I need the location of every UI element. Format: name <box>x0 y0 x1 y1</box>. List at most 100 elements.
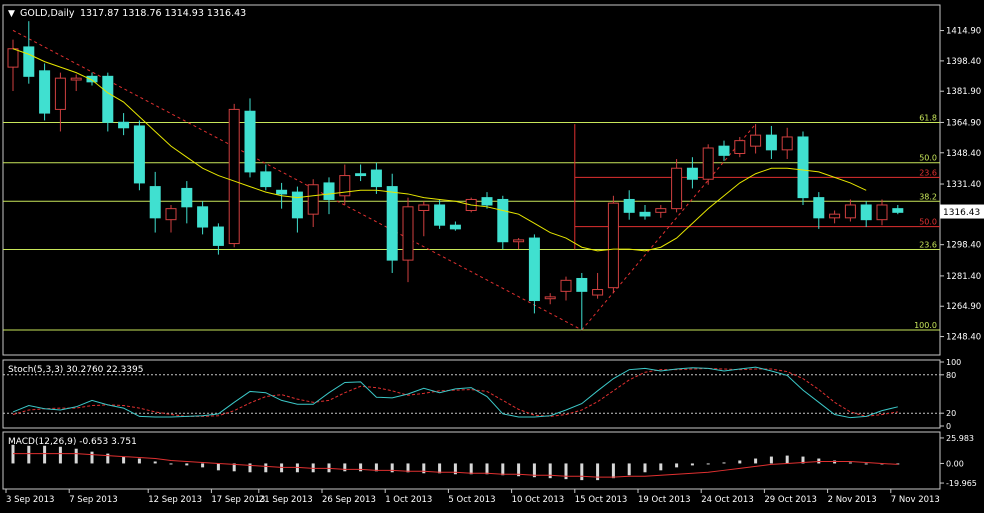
fib-level-label: 50.0 <box>919 154 937 163</box>
candle[interactable] <box>386 186 398 261</box>
candle[interactable] <box>276 189 288 195</box>
macd-histogram-bar <box>74 448 78 464</box>
macd-histogram-bar <box>90 451 94 464</box>
candle[interactable] <box>54 77 66 110</box>
candle[interactable] <box>639 211 651 217</box>
candle[interactable] <box>892 208 904 213</box>
price-axis-label: 1264.90 <box>946 302 981 312</box>
price-axis-label: 1381.90 <box>946 87 981 97</box>
macd-histogram-bar <box>216 463 220 471</box>
candle[interactable] <box>323 182 335 200</box>
candle[interactable] <box>607 202 619 289</box>
macd-histogram-bar <box>58 446 62 464</box>
macd-histogram-bar <box>643 463 647 473</box>
candle[interactable] <box>70 77 82 81</box>
candle[interactable] <box>655 208 667 213</box>
symbol-label: GOLD,Daily <box>20 8 75 19</box>
candle[interactable] <box>686 167 698 180</box>
macd-histogram-bar <box>201 463 205 468</box>
candle[interactable] <box>402 206 414 261</box>
macd-histogram-bar <box>580 463 584 481</box>
macd-histogram-bar <box>659 463 663 471</box>
candle[interactable] <box>434 204 446 226</box>
candle[interactable] <box>718 145 730 156</box>
date-axis-label: 17 Sep 2013 <box>211 495 265 505</box>
macd-histogram-bar <box>453 463 457 475</box>
candle[interactable] <box>592 289 604 296</box>
macd-histogram-bar <box>611 463 615 479</box>
current-price-box <box>940 204 984 219</box>
candle[interactable] <box>844 204 856 219</box>
candle[interactable] <box>181 187 193 208</box>
candle[interactable] <box>528 237 540 302</box>
candle[interactable] <box>797 136 809 199</box>
candle[interactable] <box>702 147 714 180</box>
candle[interactable] <box>544 296 556 300</box>
date-axis-label: 26 Sep 2013 <box>322 495 376 505</box>
macd-histogram-bar <box>501 463 505 476</box>
stoch-axis-label: 0 <box>946 422 951 431</box>
stoch-panel[interactable] <box>2 359 941 429</box>
macd-histogram-bar <box>706 463 710 465</box>
macd-panel[interactable] <box>2 431 941 490</box>
candle[interactable] <box>623 198 635 213</box>
candle[interactable] <box>244 110 256 173</box>
candle[interactable] <box>355 173 367 177</box>
candle[interactable] <box>7 48 19 68</box>
candle[interactable] <box>228 108 240 245</box>
candle[interactable] <box>23 46 35 77</box>
macd-histogram-bar <box>785 455 789 464</box>
candle[interactable] <box>118 121 130 129</box>
fib-level-label: 23.6 <box>919 240 937 249</box>
candle[interactable] <box>560 279 572 292</box>
candle[interactable] <box>497 198 509 243</box>
candle[interactable] <box>212 226 224 246</box>
candle[interactable] <box>291 191 303 219</box>
candle[interactable] <box>370 169 382 188</box>
candle[interactable] <box>481 197 493 206</box>
candle[interactable] <box>307 184 319 215</box>
candle[interactable] <box>133 125 145 184</box>
macd-histogram-bar <box>675 463 679 468</box>
candle[interactable] <box>860 204 872 221</box>
trend-line[interactable] <box>581 123 756 331</box>
candle[interactable] <box>576 277 588 292</box>
date-axis-label: 19 Oct 2013 <box>638 495 691 505</box>
macd-histogram-bar <box>738 460 742 464</box>
candle[interactable] <box>165 208 177 221</box>
candle[interactable] <box>197 206 209 228</box>
macd-histogram-bar <box>627 463 631 476</box>
chart-menu-arrow-icon[interactable]: ▼ <box>8 9 15 19</box>
macd-histogram-bar <box>548 463 552 479</box>
candle[interactable] <box>86 75 98 83</box>
trend-line[interactable] <box>12 29 583 331</box>
candle[interactable] <box>876 204 888 221</box>
macd-histogram-bar <box>848 462 852 464</box>
price-axis-label: 1348.40 <box>946 149 981 159</box>
candle[interactable] <box>149 186 161 219</box>
macd-histogram-bar <box>564 463 568 480</box>
candle[interactable] <box>39 70 51 114</box>
price-panel[interactable] <box>2 4 941 356</box>
date-axis-label: 10 Oct 2013 <box>512 495 565 505</box>
macd-histogram-bar <box>122 456 126 464</box>
candle[interactable] <box>813 197 825 219</box>
macd-histogram-bar <box>438 463 442 474</box>
date-axis-label: 3 Sep 2013 <box>6 495 54 505</box>
candle[interactable] <box>781 136 793 151</box>
candle[interactable] <box>339 175 351 197</box>
candle[interactable] <box>829 213 841 219</box>
candle[interactable] <box>102 75 114 123</box>
macd-histogram-bar <box>390 463 394 473</box>
candle[interactable] <box>513 239 525 243</box>
candle[interactable] <box>734 140 746 155</box>
candle[interactable] <box>418 204 430 211</box>
macd-axis-label: 25.983 <box>946 434 974 443</box>
candle[interactable] <box>449 224 461 230</box>
candle[interactable] <box>260 171 272 188</box>
candle[interactable] <box>671 167 683 210</box>
candle[interactable] <box>750 134 762 147</box>
macd-histogram-bar <box>343 463 347 472</box>
candle[interactable] <box>765 134 777 151</box>
macd-histogram-bar <box>596 463 600 481</box>
